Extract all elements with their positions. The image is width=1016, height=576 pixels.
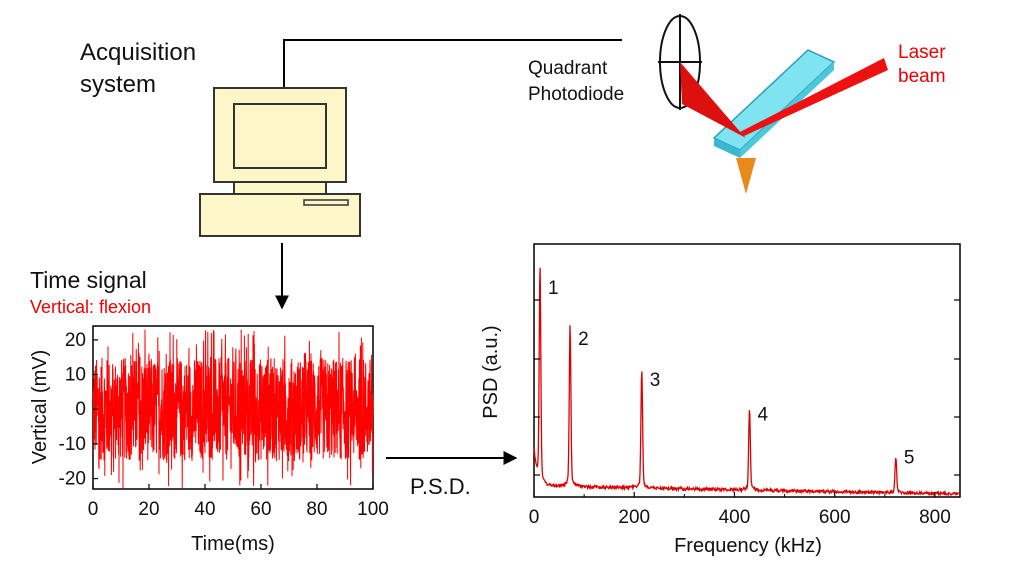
psd-peak-label: 5 [904, 447, 915, 468]
time-xtick-label: 80 [306, 499, 327, 520]
time-xtick-label: 40 [194, 499, 215, 520]
psd-arrow-label: P.S.D. [410, 474, 471, 499]
psd-peak-label: 3 [650, 370, 661, 391]
acquisition-label-line1: Acquisition [80, 39, 196, 66]
psd-ylabel: PSD (a.u.) [480, 325, 502, 418]
time-signal-subtitle: Vertical: flexion [30, 297, 151, 317]
time-ytick-label: 20 [65, 330, 86, 351]
psd-xtick-label: 0 [529, 507, 540, 528]
time-xtick-label: 0 [88, 499, 99, 520]
acquisition-label-line2: system [80, 71, 156, 98]
time-signal-title: Time signal [30, 267, 147, 293]
time-ytick-label: -10 [59, 434, 86, 455]
time-xtick-label: 20 [138, 499, 159, 520]
psd-xlabel: Frequency (kHz) [674, 535, 822, 557]
signal-cable [283, 39, 622, 88]
psd-xtick-label: 800 [919, 507, 951, 528]
psd-peak-label: 4 [758, 404, 769, 425]
laser-label-line2: beam [898, 66, 946, 87]
psd-peak-label: 2 [578, 329, 589, 350]
time-ytick-label: 10 [65, 365, 86, 386]
time-ytick-label: -20 [59, 469, 86, 490]
tip-icon [736, 158, 756, 194]
time-xlabel: Time(ms) [191, 533, 275, 555]
psd-xtick-label: 600 [819, 507, 851, 528]
psd-trace [533, 267, 961, 498]
laser-beam-icon [680, 58, 888, 138]
time-signal-trace [92, 329, 374, 489]
laser-label-line1: Laser [898, 42, 946, 63]
time-ytick-label: 0 [75, 399, 86, 420]
time-ylabel: Vertical (mV) [29, 350, 51, 464]
time-xtick-label: 100 [357, 499, 389, 520]
time-signal-chart: 0 20 40 60 80 100 -20 -10 0 10 20 Time(ms) Vertic… [29, 325, 389, 555]
psd-xtick-label: 400 [719, 507, 751, 528]
psd-chart: 0 200 400 600 800 1 2 3 4 5 Frequency (kHz) PSD … [480, 243, 961, 557]
quadrant-label-line2: Photodiode [528, 84, 624, 105]
time-xtick-label: 60 [250, 499, 271, 520]
psd-plot-frame [533, 243, 961, 498]
quadrant-label-line1: Quadrant [528, 58, 608, 79]
psd-peak-label: 1 [548, 278, 559, 299]
psd-xtick-label: 200 [618, 507, 650, 528]
computer-icon [199, 87, 361, 237]
